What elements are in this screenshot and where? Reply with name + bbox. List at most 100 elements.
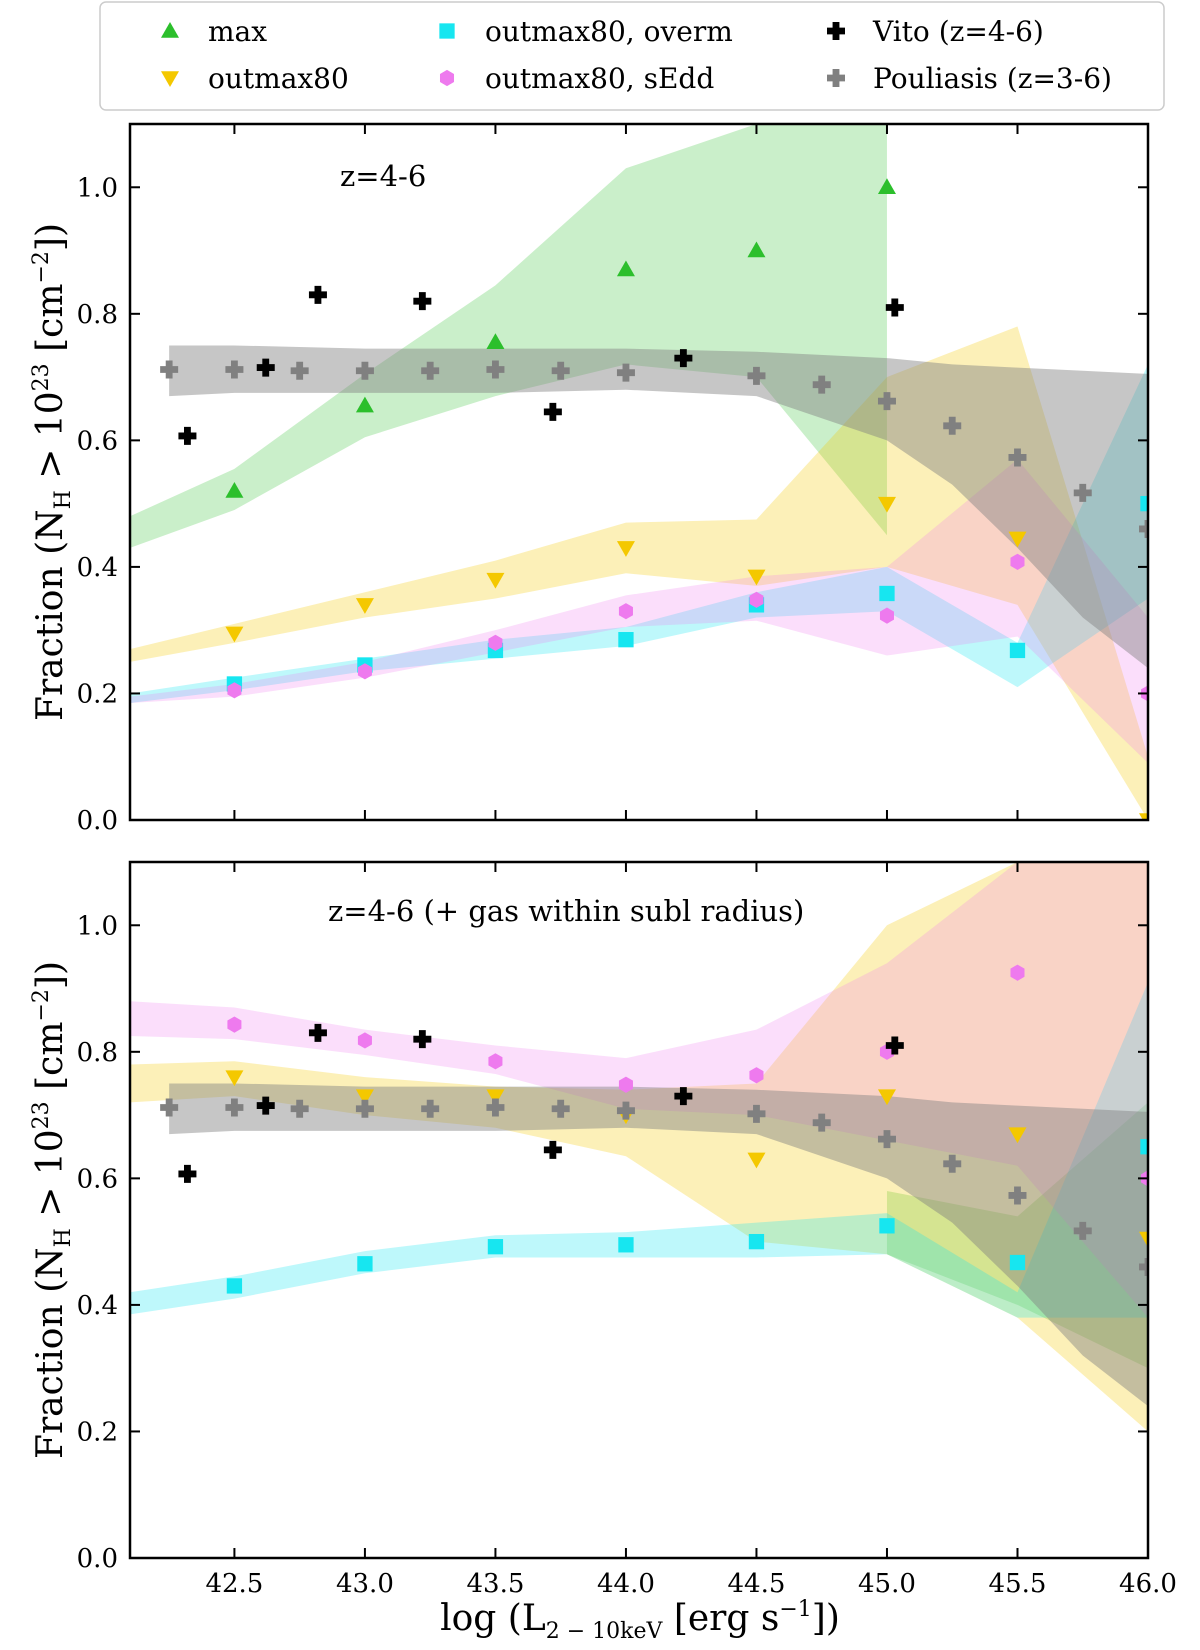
top-point-sedd [357,663,372,680]
legend-frame [99,1,1165,111]
top-point-vito [543,402,562,421]
bottom-point-pouliasis [943,1154,962,1173]
bottom-point-overm [1140,1139,1148,1155]
top-band-pouliasis [169,345,1148,669]
bottom-point-overm [618,1237,634,1253]
bottom-point-pouliasis [551,1099,570,1118]
x-tick-label: 42.5 [205,1569,263,1599]
bottom-point-pouliasis [225,1098,244,1117]
top-point-outmax80 [486,572,505,589]
bottom-point-pouliasis [1073,1221,1092,1240]
top-point-pouliasis [486,360,505,379]
legend-label-sedd: outmax80, sEdd [485,62,714,95]
annotation-bottom: z=4-6 (+ gas within subl radius) [328,894,804,928]
legend-marker-outmax80 [161,71,179,87]
top-point-pouliasis [747,366,766,385]
top-point-pouliasis [1139,519,1148,538]
annotation-top: z=4-6 [340,159,426,193]
top-point-outmax80 [355,598,374,614]
bottom-point-vito [885,1036,904,1055]
bottom-y-tick-label: 1.0 [77,911,118,941]
bottom-y-tick-label: 0.2 [77,1417,118,1447]
panel-bottom: 42.5 43.0 43.5 44.0 44.5 45.0 45.5 46.0 0.0 0.2 0.… [77,860,1177,1599]
top-point-max [225,481,244,498]
legend-marker-vito [827,22,845,40]
plot-frame-bottom [128,860,1150,1560]
top-point-sedd [618,603,633,620]
bottom-point-outmax80 [486,1089,505,1106]
bottom-point-overm [1009,1254,1026,1271]
top-point-max [747,241,766,258]
bottom-point-sedd [488,1053,503,1070]
bottom-point-pouliasis [877,1130,896,1149]
x-tick-label: 43.5 [466,1569,524,1599]
bottom-point-overm [226,1278,243,1294]
bottom-band-sedd [130,862,1148,1318]
top-point-sedd [879,607,894,624]
top-point-vito [413,292,432,311]
bottom-point-outmax80 [355,1089,374,1106]
legend-marker-pouliasis [827,69,845,87]
bottom-point-sedd [1010,964,1025,981]
x-tick-label: 46.0 [1119,1569,1177,1599]
top-y-tick-label: 0.2 [77,679,118,709]
top-point-max [486,333,505,350]
top-point-outmax80 [877,496,896,513]
top-point-vito [178,426,197,445]
top-point-pouliasis [1008,448,1027,467]
bottom-point-outmax80 [747,1152,766,1169]
panel-top: 0.0 0.2 0.4 0.6 0.8 1.0 z=4-6 [77,122,1150,836]
y-axis-label-bottom: Fraction (NH > 1023 [cm−2]) [29,961,76,1459]
top-point-max [616,260,635,277]
bottom-point-vito [256,1096,275,1115]
legend-marker-sedd [439,69,455,87]
bottom-point-sedd [227,1016,242,1033]
bottom-point-pouliasis [747,1104,766,1123]
bottom-point-overm [879,1218,895,1234]
bottom-point-outmax80 [225,1070,244,1087]
top-point-outmax80 [1139,813,1148,820]
bottom-point-overm [357,1256,373,1272]
top-point-overm [1140,495,1148,512]
top-point-pouliasis [290,361,309,380]
top-point-pouliasis [812,375,831,394]
bottom-point-pouliasis [616,1101,635,1120]
bottom-y-tick-label: 0.8 [77,1038,118,1068]
x-tick-label: 45.0 [858,1569,916,1599]
y-axis-label-top: Fraction (NH > 1023 [cm−2]) [29,223,76,721]
top-point-vito [885,298,904,317]
top-point-vito [256,358,275,377]
top-point-sedd [227,682,242,699]
top-point-sedd [749,591,764,608]
x-axis-label: log (L2 − 10keV [erg s−1]) [440,1597,840,1644]
top-point-overm [618,632,634,648]
bottom-band-pouliasis [169,1083,1148,1407]
top-band-outmax80 [130,326,1148,820]
top-point-outmax80 [1008,531,1027,548]
bottom-band-max [886,1102,1148,1369]
bottom-point-sedd [618,1076,633,1093]
bottom-point-vito [178,1164,197,1183]
top-point-pouliasis [551,361,570,380]
top-point-outmax80 [747,569,766,586]
top-point-pouliasis [616,363,635,382]
x-tick-label: 43.0 [336,1569,394,1599]
legend-label-outmax80: outmax80 [208,62,349,95]
bottom-point-pouliasis [160,1098,179,1117]
bottom-y-tick-label: 0.4 [77,1291,118,1321]
bottom-y-tick-label: 0.0 [77,1544,118,1574]
top-band-overm [130,364,1148,703]
top-point-max [877,178,896,195]
top-point-overm [1009,642,1026,659]
x-tick-label: 45.5 [989,1569,1047,1599]
legend: max outmax80 outmax80, overm outmax80, sEdd… [99,1,1165,111]
bottom-point-pouliasis [812,1113,831,1132]
top-point-pouliasis [160,360,179,379]
top-point-sedd [488,634,503,651]
top-y-tick-label: 0.4 [77,553,118,583]
top-point-pouliasis [1073,483,1092,502]
bottom-point-pouliasis [486,1098,505,1117]
x-tick-label: 44.0 [597,1569,655,1599]
top-point-overm [879,585,895,602]
